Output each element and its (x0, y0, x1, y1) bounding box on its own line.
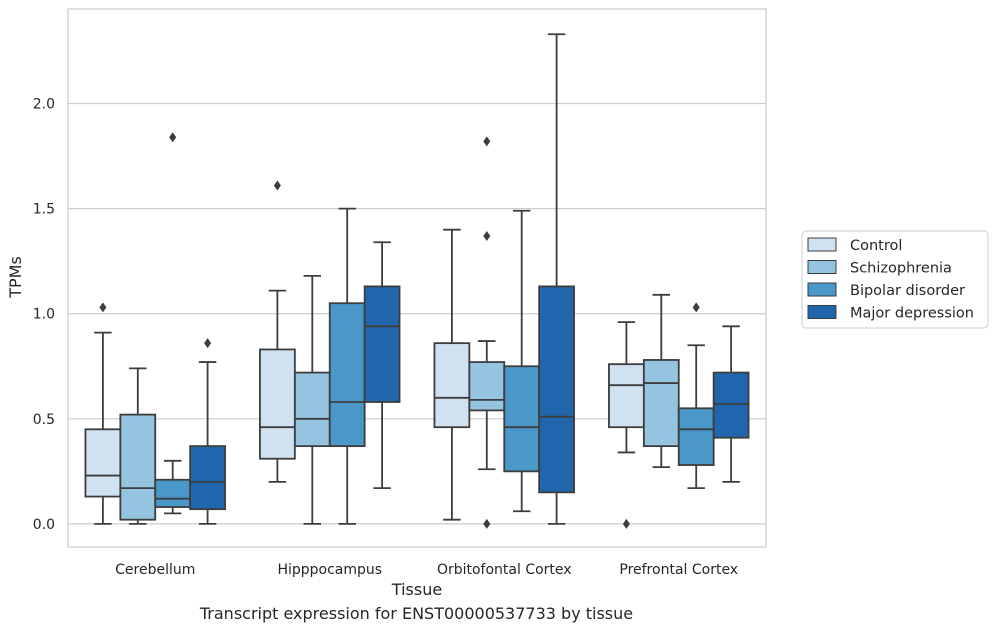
box-bipolar-disorder (328, 207, 366, 525)
outlier-point (169, 132, 177, 143)
box-body (154, 478, 192, 508)
box-major-depression (538, 33, 575, 525)
box-control (608, 321, 645, 529)
box-bipolar-disorder (154, 132, 192, 515)
legend-swatch (807, 305, 837, 319)
box-control (84, 302, 122, 525)
box-body (608, 363, 645, 429)
box-control (433, 228, 471, 521)
y-tick-label: 1.5 (33, 202, 55, 218)
outlier-point (99, 302, 107, 313)
legend-swatch (807, 237, 837, 252)
box-bipolar-disorder (503, 209, 541, 513)
box-body (293, 371, 331, 448)
legend-label: Major depression (850, 306, 974, 322)
box-major-depression (712, 325, 750, 483)
box-body (503, 365, 541, 473)
outlier-point (692, 302, 700, 313)
plot-frame (67, 8, 767, 548)
legend-swatch (807, 260, 837, 274)
box-control (259, 180, 296, 483)
box-schizophrenia (468, 136, 506, 529)
legend: Control Schizophrenia Bipolar disorder Majo… (801, 230, 989, 329)
outlier-point (483, 230, 491, 241)
x-tick-label: Prefrontal Cortex (619, 562, 738, 578)
box-body (538, 285, 575, 494)
outlier-point (622, 518, 630, 529)
box-body (259, 348, 296, 460)
x-tick-label: Cerebellum (115, 562, 195, 578)
box-body (84, 428, 122, 498)
box-major-depression (189, 338, 226, 525)
y-tick-label: 0.0 (33, 517, 55, 533)
outlier-point (204, 338, 212, 349)
box-schizophrenia (119, 367, 157, 525)
box-body (642, 359, 680, 448)
box-bipolar-disorder (677, 302, 715, 490)
x-axis-label: Tissue (391, 580, 442, 599)
x-tick-label: Orbitofontal Cortex (437, 562, 572, 578)
legend-label: Control (850, 238, 902, 254)
outlier-point (483, 518, 491, 529)
y-tick-label: 2.0 (33, 97, 55, 113)
y-tick-label: 1.0 (33, 307, 55, 323)
box-body (677, 407, 715, 466)
box-body (712, 371, 750, 439)
y-axis-label: TPMs (6, 256, 25, 299)
legend-frame (801, 230, 989, 329)
box-body (433, 342, 471, 429)
x-tick-labels: Cerebellum Hipppocampus Orbitofontal Corte… (115, 562, 738, 578)
box-series (84, 33, 750, 529)
box-body (189, 445, 226, 511)
chart-caption: Transcript expression for ENST0000053773… (199, 604, 634, 623)
box-body (363, 285, 401, 403)
y-tick-label: 0.5 (33, 412, 55, 428)
legend-label: Bipolar disorder (850, 283, 965, 299)
box-body (468, 361, 506, 412)
box-schizophrenia (293, 274, 331, 525)
legend-label: Schizophrenia (850, 261, 952, 277)
legend-swatch (807, 282, 837, 297)
outlier-point (483, 136, 491, 147)
box-body (119, 413, 157, 521)
y-tick-labels: 0.0 0.5 1.0 1.5 2.0 (33, 97, 55, 533)
outlier-point (273, 180, 281, 191)
box-body (328, 302, 366, 448)
x-tick-label: Hipppocampus (277, 562, 382, 578)
box-schizophrenia (642, 293, 680, 469)
box-major-depression (363, 241, 401, 490)
